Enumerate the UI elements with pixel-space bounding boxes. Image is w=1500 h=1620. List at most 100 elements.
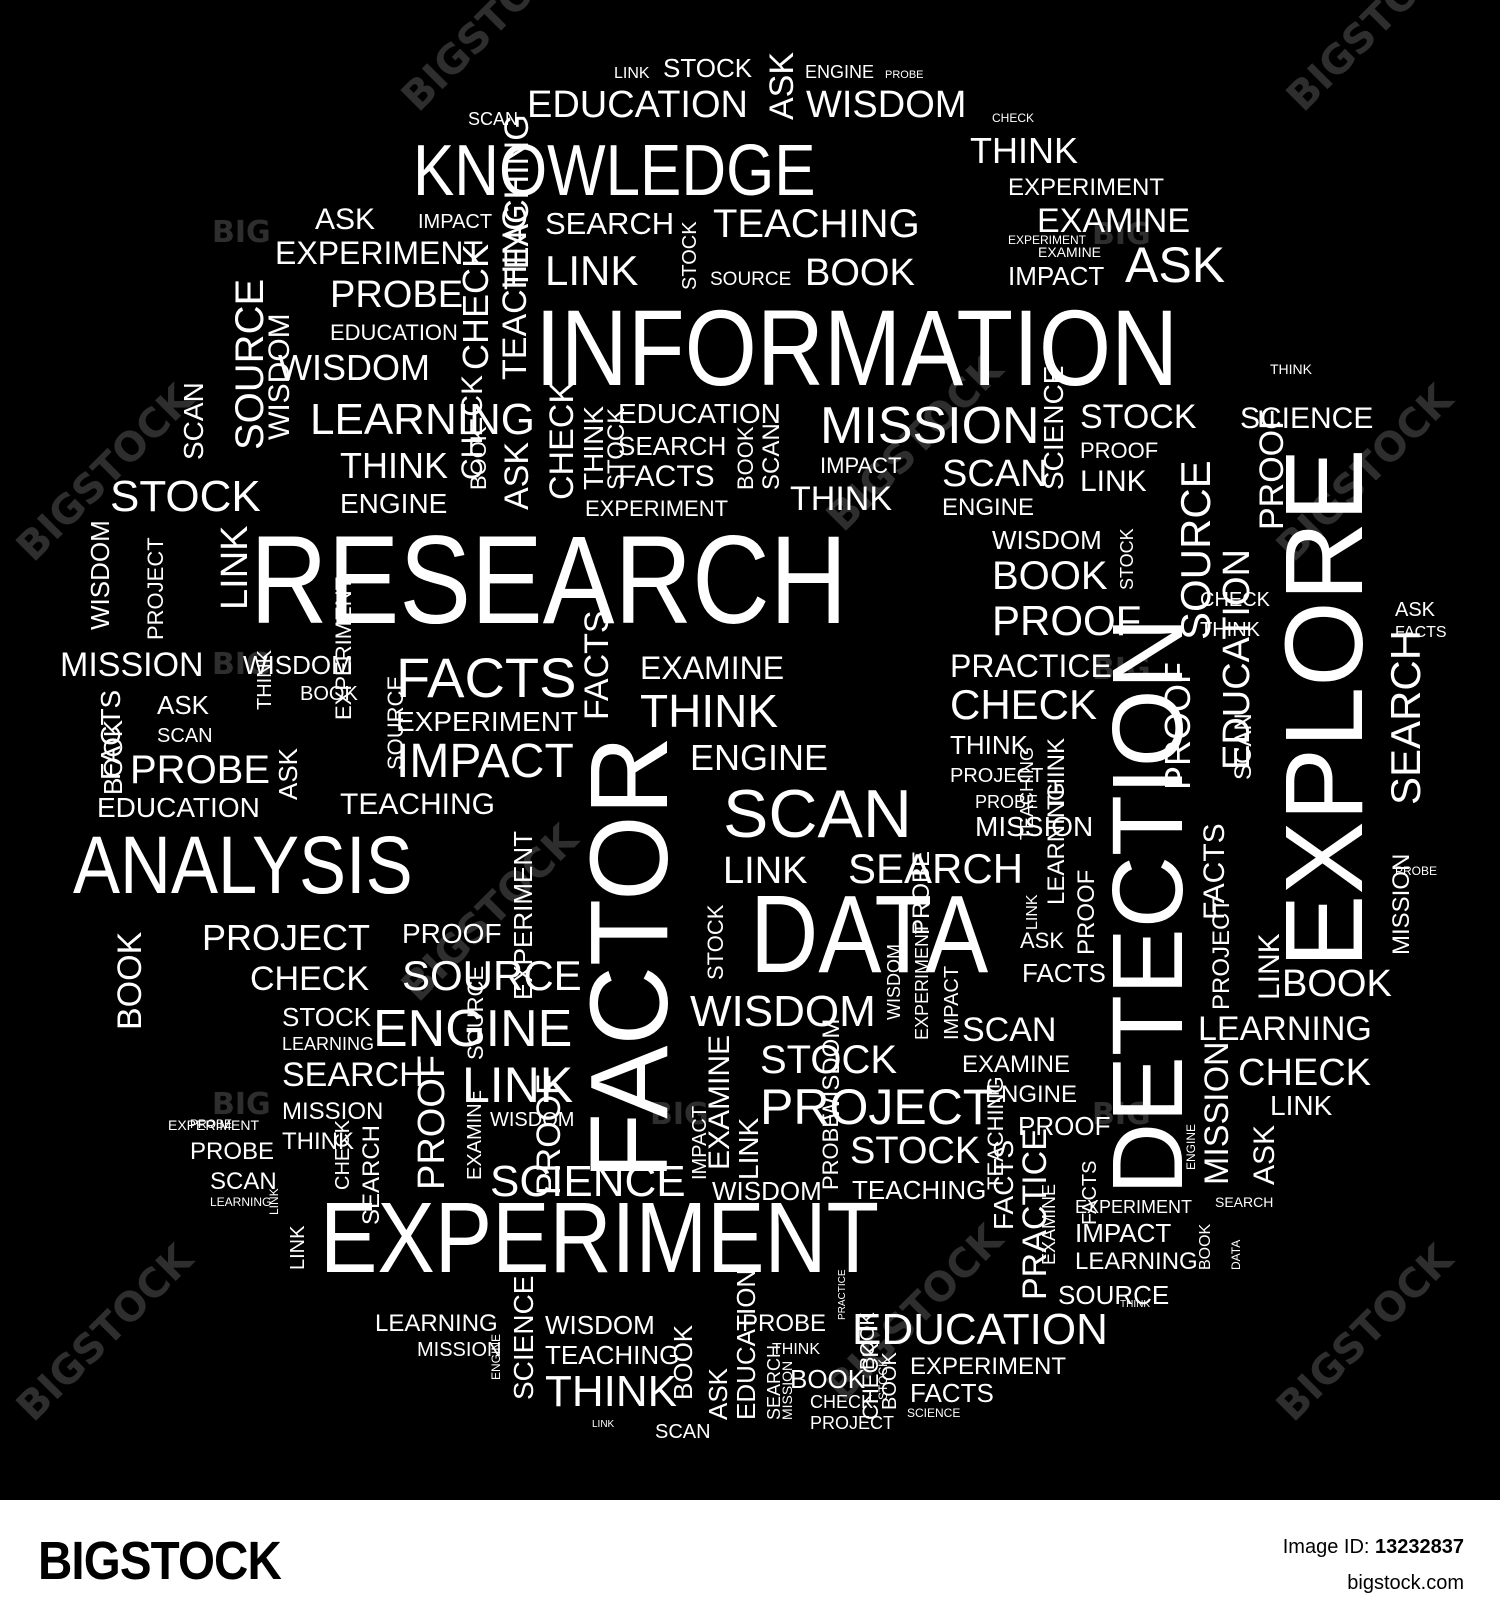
watermark: BIGSTOCK (1267, 1236, 1463, 1431)
word: BOOK (733, 426, 758, 490)
word: EDUCATION (330, 320, 458, 345)
image-id: Image ID: 13232837 (1283, 1536, 1464, 1559)
word: WISDOM (278, 347, 430, 388)
word: PROBE (330, 274, 464, 316)
word: CHECK (810, 1392, 874, 1412)
word: SEARCH (282, 1056, 424, 1094)
word: BOOK (805, 252, 915, 294)
word: PROBE (130, 748, 271, 792)
word: IMPACT (1075, 1218, 1172, 1248)
word: LEARNING (282, 1034, 375, 1054)
word: KNOWLEDGE (413, 131, 816, 211)
word: ASK (763, 51, 801, 120)
word: PROOF (1080, 438, 1159, 463)
word: WISDOM (806, 84, 967, 126)
word: SCAN (942, 453, 1048, 495)
word: ASK (498, 441, 536, 510)
word: SOURCE (228, 278, 272, 450)
word: STOCK (110, 472, 261, 521)
word: PROBE (818, 1112, 843, 1190)
word: ANALYSIS (73, 820, 413, 911)
word: CHECK (1238, 1052, 1372, 1094)
word: PROJECT (760, 1079, 994, 1135)
word: THINK (970, 130, 1078, 171)
word: FACTS (1079, 1160, 1101, 1225)
word: SEARCH (848, 845, 1024, 892)
word: LINK (214, 525, 256, 610)
word: SCAN (210, 1168, 277, 1195)
word: FACTS (578, 610, 616, 720)
word: EDUCATION (731, 1268, 761, 1420)
word: LINK (287, 1225, 309, 1270)
word: SEARCH (358, 1124, 385, 1225)
word: WISDOM (545, 1310, 655, 1340)
word: LINK (733, 1117, 764, 1180)
word: PRACTICE (1016, 1128, 1054, 1300)
word: EDUCATION (618, 398, 781, 429)
watermark: BIGSTOCK (1277, 0, 1473, 121)
word: EXPERIMENT (912, 922, 932, 1040)
word: CHECK (950, 681, 1098, 728)
word: SOURCE (710, 269, 792, 290)
word: TEACHING (340, 788, 496, 821)
word: WISDOM (490, 1109, 575, 1131)
word: THINK (254, 650, 276, 710)
word: BOOK (300, 683, 358, 705)
word: EDUCATION (852, 1305, 1108, 1354)
word: LINK (1080, 465, 1147, 498)
word: ENGINE (373, 1000, 573, 1058)
word: TEACHING (713, 202, 920, 246)
word: STOCK (663, 53, 753, 83)
word: SCAN (468, 109, 519, 129)
word: LINK (462, 1057, 574, 1113)
word: SCAN (178, 382, 209, 460)
word: ENGINE (942, 494, 1035, 521)
word: ASK (1125, 237, 1226, 293)
word: SEARCH (545, 206, 675, 241)
word: LINK (1253, 933, 1286, 1000)
site-link[interactable]: bigstock.com (1347, 1572, 1464, 1594)
word: STOCK (282, 1002, 372, 1032)
word: WISDOM (712, 1176, 822, 1206)
word: TEACHING (1017, 746, 1037, 840)
word: SEARCH (1382, 629, 1429, 805)
word: SOURCE (463, 965, 488, 1060)
word: EXPERIMENT (396, 706, 579, 737)
word: SCIENCE (907, 1406, 961, 1420)
word: EXPERIMENT (1008, 233, 1087, 247)
word: EXAMINE (640, 650, 785, 686)
word: IMPACT (820, 453, 902, 478)
word: BOOK (992, 554, 1108, 598)
word: TEACHING (983, 1076, 1008, 1190)
word: EXPERIMENT (1008, 174, 1165, 201)
word: ASK (1395, 599, 1436, 621)
word: ENGINE (489, 1333, 503, 1380)
word: PROOF (992, 597, 1142, 644)
word: LINK (614, 65, 650, 82)
word: THINK (1120, 1299, 1150, 1310)
word: SCIENCE (490, 1157, 686, 1206)
word: PROOF (402, 918, 502, 949)
word: FACTS (1022, 958, 1106, 988)
word: CHECK (1200, 589, 1271, 611)
word: ENGINE (985, 1081, 1078, 1108)
word: PROOF (1253, 409, 1291, 530)
word: MISSION (1198, 1041, 1236, 1185)
word: THINK (640, 685, 778, 737)
image-id-label: Image ID: (1282, 1536, 1370, 1558)
watermark: BIGSTOCK (7, 1236, 203, 1431)
word: SEARCH (1215, 1194, 1274, 1210)
word: LEARNING (310, 395, 535, 444)
word: IMPACT (941, 965, 963, 1040)
word: MISSION (975, 811, 1094, 842)
word: IMPACT (1008, 261, 1105, 291)
word: EXPERIMENT (508, 830, 538, 1000)
word: ASK (1020, 928, 1065, 953)
word: MISSION (60, 646, 204, 684)
word: THINK (1270, 361, 1312, 377)
word: EDUCATION (527, 84, 748, 126)
word: SOURCE (383, 675, 408, 770)
word: CHECK (455, 243, 496, 370)
word: EXPERIMENT (331, 576, 356, 720)
word: SEARCH (618, 431, 727, 461)
